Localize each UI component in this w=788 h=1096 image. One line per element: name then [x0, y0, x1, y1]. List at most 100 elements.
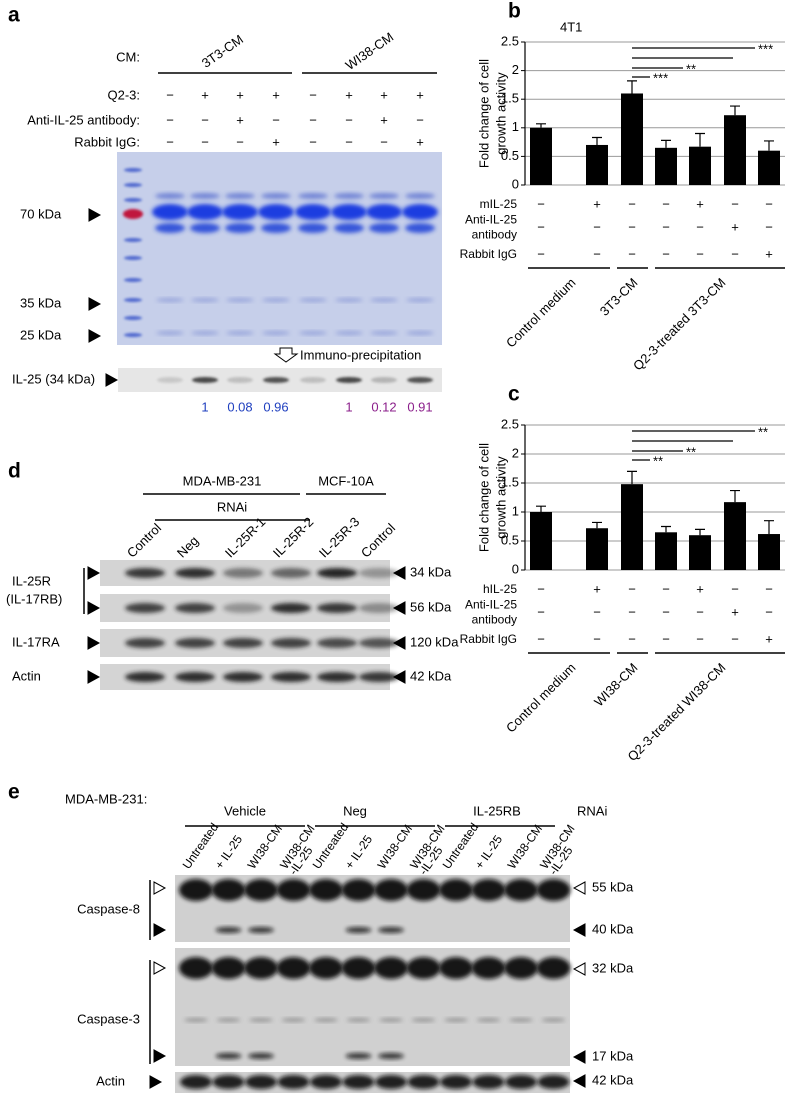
row-label: Anti-IL-25	[465, 213, 517, 227]
band	[156, 298, 184, 302]
arrow	[153, 1049, 167, 1063]
sign: −	[345, 134, 353, 149]
band	[223, 603, 263, 613]
sign: −	[537, 246, 545, 261]
sign: −	[272, 112, 280, 127]
arrow	[392, 636, 406, 650]
band	[244, 957, 278, 979]
band	[369, 223, 399, 233]
group-label: MDA-MB-231	[183, 473, 262, 488]
sign: −	[537, 581, 545, 596]
row-label: Rabbit IgG	[460, 632, 517, 646]
row-label: (IL-17RB)	[6, 591, 62, 606]
sign: −	[309, 112, 317, 127]
sign: −	[201, 112, 209, 127]
sign: −	[662, 219, 670, 234]
band	[341, 957, 376, 979]
band	[223, 672, 263, 682]
row-label: mIL-25	[480, 197, 518, 211]
band	[277, 1075, 310, 1089]
band	[406, 331, 434, 335]
bar	[655, 532, 677, 570]
marker-label: 25 kDa	[20, 327, 62, 342]
band	[345, 1053, 372, 1059]
error-bar	[627, 470, 637, 485]
y-axis-label: growth activity	[493, 456, 508, 539]
band	[317, 638, 357, 648]
sign: −	[731, 581, 739, 596]
band	[295, 204, 331, 220]
y-tick-label: 0.5	[501, 148, 519, 163]
ip-arrow	[273, 347, 299, 363]
band	[180, 1075, 212, 1089]
band	[444, 1018, 468, 1022]
sign: −	[628, 581, 636, 596]
arrow	[572, 1050, 586, 1064]
error-bar	[764, 520, 774, 535]
band	[157, 377, 183, 383]
band	[346, 1018, 371, 1022]
size-label: 17 kDa	[592, 1048, 634, 1063]
group-label: Vehicle	[224, 803, 266, 818]
bar	[655, 147, 677, 185]
arrow	[572, 1074, 586, 1088]
error-bar	[695, 528, 705, 536]
error-bar	[627, 80, 637, 94]
band	[261, 223, 291, 233]
band	[335, 298, 363, 302]
row-label: Caspase-8	[77, 901, 140, 916]
band	[226, 331, 254, 335]
y-tick-label: 0	[512, 561, 519, 576]
band	[369, 193, 399, 199]
band	[331, 204, 367, 220]
band	[156, 331, 184, 335]
error-bar	[695, 132, 705, 147]
band	[334, 193, 364, 199]
quantity: 0.96	[263, 399, 288, 414]
band	[271, 638, 311, 648]
arrow	[105, 373, 119, 387]
band	[359, 638, 399, 648]
band	[263, 377, 289, 383]
sign: +	[696, 581, 704, 596]
band	[175, 672, 215, 682]
sign: +	[272, 134, 280, 149]
band	[406, 298, 434, 302]
sign: −	[765, 219, 773, 234]
error-bar	[661, 139, 671, 148]
y-tick-label: 0	[512, 176, 519, 191]
significance-label: **	[686, 61, 696, 76]
quantity: 0.12	[371, 399, 396, 414]
band	[187, 204, 223, 220]
group-label: MCF-10A	[318, 473, 374, 488]
band	[509, 1018, 533, 1022]
sign: −	[537, 219, 545, 234]
sign: +	[696, 196, 704, 211]
gel	[117, 152, 442, 345]
band	[190, 223, 220, 233]
error-bar	[730, 489, 740, 503]
sign: −	[628, 246, 636, 261]
sign: +	[731, 219, 739, 234]
sign: −	[236, 134, 244, 149]
bar	[689, 535, 711, 570]
error-bar	[592, 521, 602, 529]
sign: −	[309, 87, 317, 102]
arrow	[88, 329, 102, 343]
sign: −	[537, 196, 545, 211]
sign: −	[696, 219, 704, 234]
y-axis-label: Fold change of cell	[476, 443, 491, 552]
band	[341, 879, 376, 901]
sign: −	[593, 246, 601, 261]
band	[211, 957, 246, 979]
sign: −	[416, 112, 424, 127]
sign: +	[416, 134, 424, 149]
row-label: antibody	[472, 228, 517, 242]
sign: −	[309, 134, 317, 149]
arrow	[572, 923, 586, 937]
sign: −	[628, 604, 636, 619]
y-tick-label: 1.5	[501, 91, 519, 106]
size-label: 32 kDa	[592, 960, 634, 975]
band	[124, 183, 142, 187]
sign: −	[765, 581, 773, 596]
